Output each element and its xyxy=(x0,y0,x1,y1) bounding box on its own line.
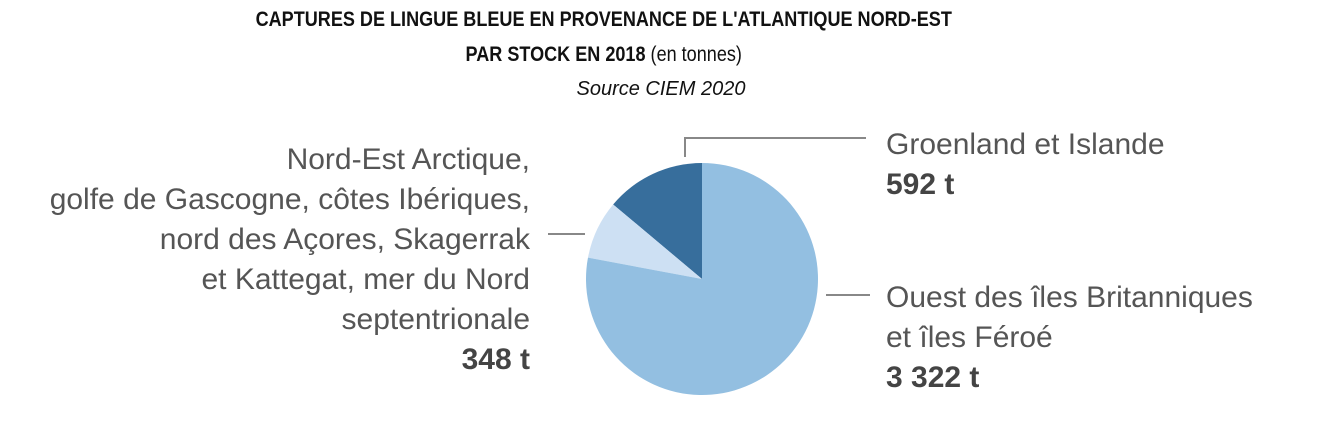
data-label: 3 322 t xyxy=(886,361,980,394)
title-unit: (en tonnes) xyxy=(650,43,742,66)
label-line: et îles Féroé xyxy=(886,321,1053,354)
label-line: golfe de Gascogne, côtes Ibériques, xyxy=(49,183,530,216)
label-ouest: Ouest des îles Britanniques et îles Féro… xyxy=(886,278,1253,398)
label-text: Groenland et Islande xyxy=(886,128,1165,161)
chart-subtitle: Source CIEM 2020 xyxy=(576,78,746,100)
label-line: et Kattegat, mer du Nord xyxy=(201,263,530,296)
label-line: nord des Açores, Skagerrak xyxy=(159,223,530,256)
label-groenland: Groenland et Islande 592 t xyxy=(886,125,1165,205)
title-line2-text: PAR STOCK EN 2018 xyxy=(465,43,646,66)
pie-slice-1 xyxy=(587,204,702,279)
pie-slice-0 xyxy=(613,163,702,279)
chart-title: CAPTURES DE LINGUE BLEUE EN PROVENANCE D… xyxy=(255,8,952,31)
data-label: 348 t xyxy=(461,343,530,376)
chart-title-line2: PAR STOCK EN 2018 (en tonnes) xyxy=(0,43,1207,67)
label-nord-est: Nord-Est Arctique, golfe de Gascogne, cô… xyxy=(50,140,530,380)
data-label: 592 t xyxy=(886,168,955,201)
leader-line-groenland xyxy=(684,137,866,157)
label-line: Nord-Est Arctique, xyxy=(286,143,530,176)
label-line: septentrionale xyxy=(341,303,530,336)
label-line: Ouest des îles Britanniques xyxy=(886,281,1253,314)
pie-slice-2 xyxy=(586,163,818,396)
